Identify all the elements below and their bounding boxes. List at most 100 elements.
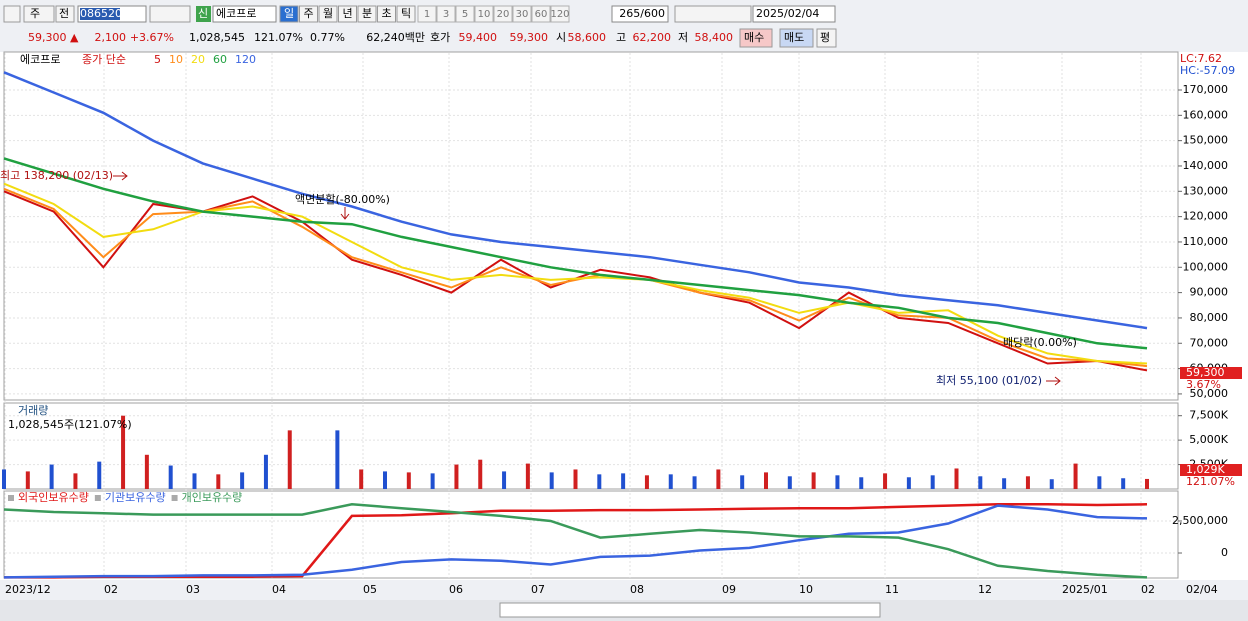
- badge: [196, 6, 211, 22]
- tab: 분: [362, 7, 372, 20]
- volume-bar: [716, 469, 721, 489]
- tab-btn[interactable]: [338, 5, 357, 23]
- unit: 20: [497, 9, 510, 20]
- icon[interactable]: [3, 5, 21, 23]
- x-tick-label: 2025/01: [1062, 583, 1108, 596]
- amount: 62,240백만: [366, 31, 425, 44]
- volume-bar: [97, 461, 102, 489]
- annotation-split: 액면분할(-80.00%): [295, 193, 390, 206]
- volume-bar: [263, 454, 268, 489]
- volume-subtitle: 1,028,545주(121.07%): [8, 418, 132, 431]
- unit-btn[interactable]: [474, 5, 494, 23]
- code-select: [80, 8, 120, 20]
- legend-entry: 5: [154, 53, 161, 66]
- badge-text: 신: [198, 7, 208, 20]
- y-tick-label: 80,000: [1190, 311, 1229, 324]
- unit-btn[interactable]: [493, 5, 513, 23]
- bid: 59,300: [510, 31, 549, 44]
- date-box[interactable]: [752, 5, 836, 23]
- volume-bar: [764, 472, 768, 489]
- unit: 60: [535, 9, 548, 20]
- x-tick-label: 08: [630, 583, 644, 596]
- volume-bar: [430, 473, 435, 489]
- y-tick-label: 5,000K: [1189, 433, 1228, 446]
- volume-bar: [621, 473, 626, 489]
- x-tick-label: 04: [272, 583, 286, 596]
- unit: 30: [516, 9, 529, 20]
- volume-bar: [787, 476, 792, 489]
- sell-btn[interactable]: [779, 28, 814, 48]
- period-select[interactable]: [23, 5, 55, 23]
- name: 에코프로: [216, 7, 256, 20]
- name-box[interactable]: [212, 5, 277, 23]
- all: 전: [59, 7, 69, 20]
- volume-bar: [168, 465, 173, 489]
- tab: 틱: [401, 7, 411, 20]
- tab-btn[interactable]: [377, 5, 396, 23]
- x-tick-label: 11: [885, 583, 899, 596]
- unit: 5: [462, 9, 468, 20]
- high-label: 고: [616, 31, 626, 44]
- icons[interactable]: [674, 5, 752, 23]
- volume-bar: [692, 476, 697, 489]
- tools[interactable]: [149, 5, 191, 23]
- change: 2,100: [95, 31, 127, 44]
- volume-title: 거래량: [18, 404, 48, 417]
- price-tag: 59,300: [1186, 366, 1225, 379]
- count-box[interactable]: [611, 5, 669, 23]
- volume-ratio: 121.07%: [254, 31, 303, 44]
- x-tick-label: 06: [449, 583, 463, 596]
- x-tick-label: 02: [104, 583, 118, 596]
- ask: 59,400: [459, 31, 498, 44]
- change-tag: 3.67%: [1186, 378, 1221, 391]
- y-tick-label: 2,500,000: [1172, 514, 1228, 527]
- unit: 3: [443, 9, 449, 20]
- avg: 평: [820, 31, 830, 44]
- period-type: 주: [30, 7, 40, 20]
- y-tick-label: 50,000: [1190, 387, 1229, 400]
- unit-btn[interactable]: [512, 5, 532, 23]
- volume-bar: [335, 430, 340, 489]
- unit-btn[interactable]: [455, 5, 475, 23]
- ma-legend-label: 종가 단순: [82, 53, 126, 66]
- hc: HC:-57.09: [1180, 64, 1235, 77]
- open: 58,600: [568, 31, 607, 44]
- x-tick-label: 03: [186, 583, 200, 596]
- volume-bar: [287, 430, 292, 489]
- unit-btn[interactable]: [417, 5, 437, 23]
- low-label: 저: [678, 31, 688, 44]
- unit-btn[interactable]: [531, 5, 551, 23]
- buy: 매수: [744, 31, 764, 44]
- annotation-div: 배당락(0.00%): [1003, 336, 1077, 349]
- volume-bar: [1025, 476, 1030, 489]
- price-tag-bg: [1180, 367, 1242, 379]
- unit-btn[interactable]: [436, 5, 456, 23]
- all-btn[interactable]: [55, 5, 75, 23]
- volume-bar: [1002, 478, 1007, 489]
- x-tick-label: 05: [363, 583, 377, 596]
- tab-btn[interactable]: [357, 5, 377, 23]
- volume-bar: [906, 477, 911, 489]
- series-line: [3, 182, 1148, 365]
- tab-btn[interactable]: [396, 5, 416, 23]
- unit: 120: [550, 9, 569, 20]
- price-panel: [3, 51, 1179, 401]
- tab-btn[interactable]: [279, 5, 299, 23]
- low: 58,400: [695, 31, 734, 44]
- series-line: [3, 504, 1148, 579]
- y-tick-label: 70,000: [1190, 336, 1229, 349]
- volume-bar: [549, 472, 554, 489]
- volume-bar: [1049, 479, 1054, 489]
- scroll-thumb[interactable]: [499, 602, 881, 618]
- sell: 매도: [784, 31, 804, 44]
- avg-btn[interactable]: [816, 28, 837, 48]
- tab: 초: [381, 7, 391, 20]
- tab-btn[interactable]: [299, 5, 318, 23]
- tab-btn[interactable]: [318, 5, 338, 23]
- volume-bar: [740, 475, 745, 489]
- tab: 년: [342, 7, 352, 20]
- volume-tag-bg: [1180, 464, 1242, 476]
- unit-btn[interactable]: [550, 5, 570, 23]
- buy-btn[interactable]: [739, 28, 773, 48]
